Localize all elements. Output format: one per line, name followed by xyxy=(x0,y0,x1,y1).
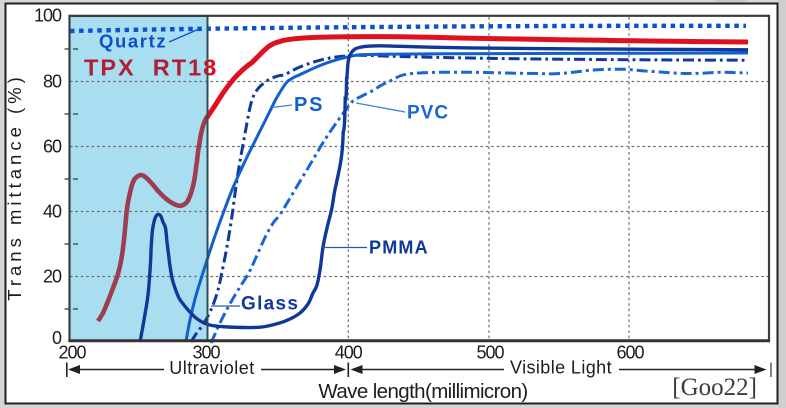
svg-text:60: 60 xyxy=(43,137,62,157)
svg-text:Trans mittance (%): Trans mittance (%) xyxy=(4,73,25,301)
svg-text:20: 20 xyxy=(43,267,62,287)
svg-text:TPX RT18: TPX RT18 xyxy=(84,55,218,81)
svg-text:200: 200 xyxy=(58,343,86,363)
svg-text:40: 40 xyxy=(43,202,62,222)
svg-text:PVC: PVC xyxy=(407,103,449,124)
svg-text:[Goo22]: [Goo22] xyxy=(672,374,757,401)
svg-text:Visible Light: Visible Light xyxy=(510,358,612,378)
svg-text:Glass: Glass xyxy=(241,294,299,315)
svg-text:300: 300 xyxy=(192,343,220,363)
svg-text:0: 0 xyxy=(52,328,62,348)
svg-text:PS: PS xyxy=(294,94,324,116)
svg-text:500: 500 xyxy=(476,343,504,363)
svg-text:400: 400 xyxy=(335,343,363,363)
svg-text:80: 80 xyxy=(43,72,62,92)
svg-text:600: 600 xyxy=(616,343,644,363)
svg-text:Wave length(millimicron): Wave length(millimicron) xyxy=(318,380,527,403)
svg-text:PMMA: PMMA xyxy=(369,238,429,258)
svg-text:Quartz: Quartz xyxy=(99,31,167,52)
svg-text:Ultraviolet: Ultraviolet xyxy=(169,358,255,378)
svg-text:100: 100 xyxy=(34,6,62,26)
svg-text:TPX RT18: TPX RT18 xyxy=(84,55,218,81)
